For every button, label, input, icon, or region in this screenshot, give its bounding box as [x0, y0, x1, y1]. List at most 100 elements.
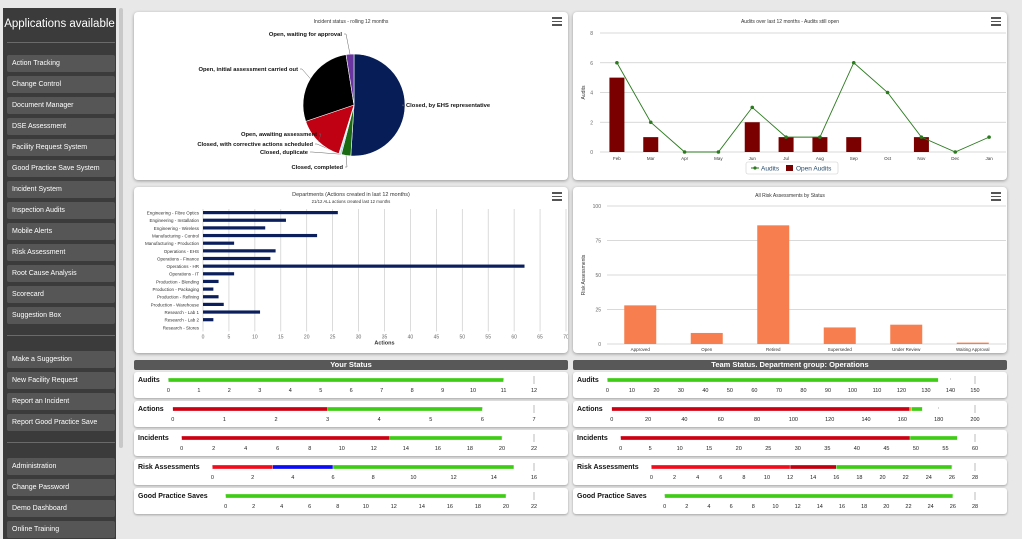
risk-card: All Risk Assessments by Status 0 25 50 75 100…	[573, 187, 1007, 353]
risk-bar	[757, 225, 790, 344]
sidebar-divider	[7, 442, 115, 443]
chart-menu-icon[interactable]	[552, 17, 562, 28]
audits-point	[851, 60, 856, 65]
sidebar-item-action-tracking[interactable]: Action Tracking	[7, 55, 115, 72]
axis-tick-label: 130	[921, 388, 930, 394]
sidebar-item-suggestion-box[interactable]: Suggestion Box	[7, 307, 115, 324]
status-bullet-chart: 0 2 4 6 8 10 12 14 16 18 20 22 24 26 28	[663, 492, 978, 510]
axis-tick-label: 18	[856, 475, 862, 481]
axis-tick-label: 20	[883, 504, 889, 510]
axis-tick-label: 60	[972, 446, 978, 452]
axis-tick-label: 12	[795, 504, 801, 510]
team-status-row-audits: Audits 0 10 20 30 40 50 60 70 80 90 100 110 120 130 140…	[573, 372, 1007, 398]
status-row-label: Audits	[577, 377, 599, 384]
pie-connector	[345, 155, 348, 168]
x-tick-label: Jan	[985, 156, 993, 161]
pie-connector	[401, 104, 406, 107]
sidebar-item-change-password[interactable]: Change Password	[7, 479, 115, 496]
axis-tick-label: 6	[331, 475, 334, 481]
sidebar-item-good-practice-save-system[interactable]: Good Practice Save System	[7, 160, 115, 177]
axis-tick-label: 7	[532, 417, 535, 423]
sidebar-scrollbar[interactable]	[119, 8, 123, 448]
sidebar-item-document-manager[interactable]: Document Manager	[7, 97, 115, 114]
sidebar-item-report-an-incident[interactable]: Report an Incident	[7, 393, 115, 410]
departments-chart: Departments (Actions created in last 12 …	[145, 192, 568, 346]
sidebar-item-scorecard[interactable]: Scorecard	[7, 286, 115, 303]
y-tick-label: Manufacturing - Control	[152, 233, 199, 238]
incident-pie-card: Incident status - rolling 12 months Close…	[134, 12, 568, 180]
axis-tick-label: 18	[467, 446, 473, 452]
y-tick-label: Production - Refining	[157, 295, 200, 300]
x-tick-label: 5	[228, 334, 231, 340]
sidebar-item-change-control[interactable]: Change Control	[7, 76, 115, 93]
x-tick-label: Feb	[613, 156, 621, 161]
axis-tick-label: 16	[839, 504, 845, 510]
axis-tick-label: 8	[372, 475, 375, 481]
status-bar-segment	[389, 435, 503, 441]
axis-tick-label: 100	[848, 388, 857, 394]
sidebar-item-inspection-audits[interactable]: Inspection Audits	[7, 202, 115, 219]
axis-tick-label: 22	[531, 504, 537, 510]
axis-tick-label: 4	[291, 475, 294, 481]
audits-point	[818, 135, 822, 139]
pie-label: Closed, duplicate	[260, 150, 309, 156]
your-status-row-good-practice-saves: Good Practice Saves 0 2 4 6 8 10 12 14 16 18 20 22	[134, 488, 568, 514]
axis-tick-label: 40	[681, 417, 687, 423]
axis-tick-label: 0	[211, 475, 214, 481]
x-tick-label: Sep	[850, 156, 859, 161]
sidebar-item-new-facility-request[interactable]: New Facility Request	[7, 372, 115, 389]
axis-tick-label: 1	[223, 417, 226, 423]
x-tick-label: 20	[304, 334, 310, 340]
y-tick-label: 75	[595, 239, 601, 245]
sidebar-item-mobile-alerts[interactable]: Mobile Alerts	[7, 223, 115, 240]
axis-tick-label: 10	[363, 504, 369, 510]
sidebar-item-risk-assessment[interactable]: Risk Assessment	[7, 244, 115, 261]
open-audits-bar	[913, 137, 929, 152]
legend-open-audits-symbol	[786, 165, 793, 171]
axis-tick-label: 10	[339, 446, 345, 452]
status-bar-segment	[327, 406, 483, 412]
department-bar	[203, 226, 266, 230]
sidebar-item-make-a-suggestion[interactable]: Make a Suggestion	[7, 351, 115, 368]
open-audits-bar	[744, 122, 760, 152]
status-bar-segment	[620, 435, 911, 441]
sidebar-item-incident-system[interactable]: Incident System	[7, 181, 115, 198]
chart-menu-icon[interactable]	[991, 192, 1001, 203]
pie-slice	[302, 54, 355, 122]
your-status-row-actions: Actions 0 1 2 3 4 5 6 7	[134, 401, 568, 427]
chart-menu-icon[interactable]	[991, 17, 1001, 28]
sidebar-item-facility-request-system[interactable]: Facility Request System	[7, 139, 115, 156]
axis-tick-label: 16	[833, 475, 839, 481]
status-bar-segment	[911, 406, 923, 412]
sidebar-item-administration[interactable]: Administration	[7, 458, 115, 475]
axis-tick-label: 0	[171, 417, 174, 423]
sidebar-item-report-good-practice-save[interactable]: Report Good Practice Save	[7, 414, 115, 431]
axis-tick-label: 2	[685, 504, 688, 510]
sidebar-item-demo-dashboard[interactable]: Demo Dashboard	[7, 500, 115, 517]
audits-point	[784, 135, 788, 139]
axis-tick-label: 5	[649, 446, 652, 452]
axis-tick-label: 0	[224, 504, 227, 510]
axis-tick-label: 20	[645, 417, 651, 423]
status-row-label: Actions	[138, 406, 164, 413]
x-tick-label: 10	[252, 334, 258, 340]
sidebar-item-online-training[interactable]: Online Training	[7, 521, 115, 538]
sidebar: Applications available Action Tracking Ch…	[3, 8, 116, 539]
axis-tick-label: 35	[824, 446, 830, 452]
chart-menu-icon[interactable]	[552, 192, 562, 203]
axis-tick-label: 8	[411, 388, 414, 394]
x-tick-label: 30	[356, 334, 362, 340]
x-axis-label: Actions	[374, 340, 394, 346]
sidebar-item-root-cause-analysis[interactable]: Root Cause Analysis	[7, 265, 115, 282]
axis-tick-label: 6	[308, 504, 311, 510]
risk-chart: All Risk Assessments by Status 0 25 50 75 100…	[581, 193, 1006, 352]
status-bar-segment	[225, 493, 507, 499]
x-tick-label: May	[714, 156, 723, 161]
chart-title: Departments (Actions created in last 12 …	[292, 192, 410, 198]
axis-tick-label: 24	[928, 504, 934, 510]
sidebar-item-dse-assessment[interactable]: DSE Assessment	[7, 118, 115, 135]
department-bar	[203, 218, 286, 222]
legend-open-audits: Open Audits	[796, 166, 832, 173]
y-tick-label: Production - Warehouse	[151, 302, 200, 307]
axis-tick-label: 14	[817, 504, 823, 510]
